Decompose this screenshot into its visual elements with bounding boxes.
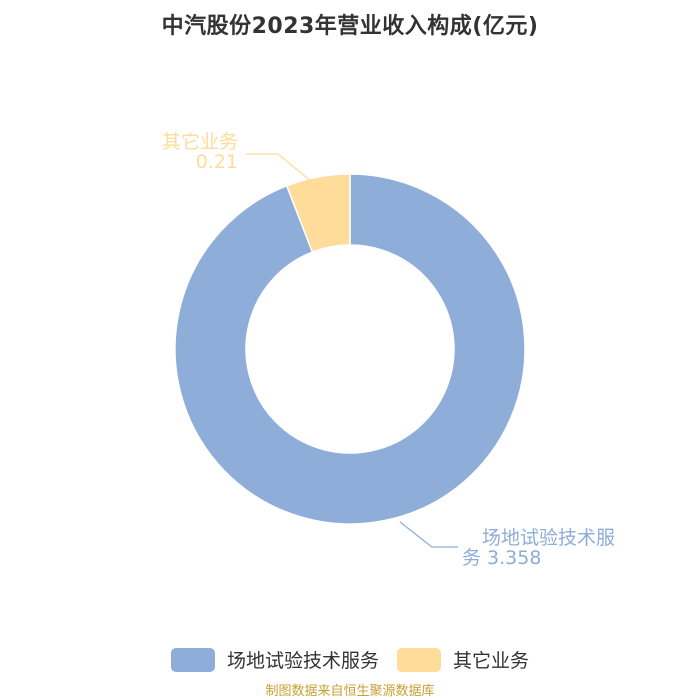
source-note: 制图数据来自恒生聚源数据库 — [265, 684, 435, 699]
donut-slice-0[interactable] — [174, 173, 526, 525]
legend-item-other[interactable]: 其它业务 — [397, 646, 529, 673]
legend: 场地试验技术服务 其它业务 — [0, 646, 700, 673]
legend-label-other: 其它业务 — [453, 650, 530, 672]
legend-swatch-field-test — [170, 647, 215, 672]
slice-label-0-line-1: 务 3.358 — [462, 547, 541, 569]
donut-slice-1[interactable] — [285, 173, 351, 254]
legend-swatch-other — [397, 647, 441, 672]
slice-label-0-line-0: 场地试验技术服 — [482, 527, 615, 549]
leader-lines — [246, 153, 458, 548]
leader-line-0 — [399, 521, 458, 548]
leader-line-1 — [246, 153, 319, 188]
slice-label-1-line-0: 其它业务 — [162, 131, 238, 153]
slice-label-1-line-1: 0.21 — [196, 151, 238, 173]
chart-title: 中汽股份2023年营业收入构成(亿元) — [161, 14, 539, 39]
legend-item-field-test[interactable]: 场地试验技术服务 — [170, 646, 379, 673]
legend-label-field-test: 场地试验技术服务 — [226, 650, 379, 672]
donut-slices — [174, 173, 526, 525]
